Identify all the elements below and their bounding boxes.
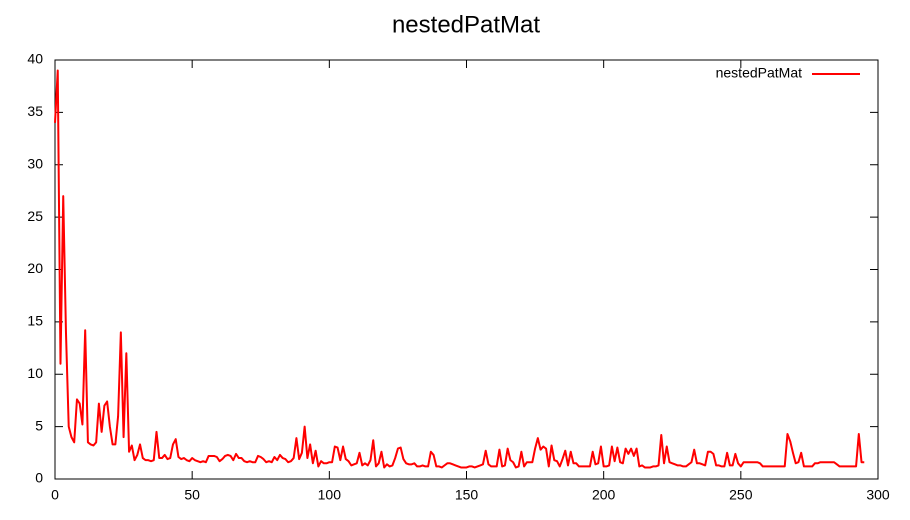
x-tick-label: 300 xyxy=(866,487,890,503)
chart-title: nestedPatMat xyxy=(392,11,540,38)
legend-label: nestedPatMat xyxy=(716,65,802,81)
y-tick-label: 0 xyxy=(35,470,43,486)
y-tick-label: 5 xyxy=(35,417,43,433)
x-tick-label: 50 xyxy=(184,487,200,503)
data-line xyxy=(54,69,865,469)
x-tick-label: 100 xyxy=(318,487,342,503)
y-tick-label: 15 xyxy=(27,313,43,329)
y-tick-label: 20 xyxy=(27,260,43,276)
x-tick-label: 0 xyxy=(51,487,59,503)
y-tick-label: 35 xyxy=(27,103,43,119)
x-tick-label: 150 xyxy=(455,487,479,503)
x-tick-label: 200 xyxy=(592,487,616,503)
y-tick-label: 40 xyxy=(27,51,43,67)
y-tick-label: 25 xyxy=(27,208,43,224)
y-tick-label: 10 xyxy=(27,365,43,381)
x-tick-label: 250 xyxy=(729,487,753,503)
y-tick-label: 30 xyxy=(27,155,43,171)
plot-border xyxy=(54,59,879,480)
